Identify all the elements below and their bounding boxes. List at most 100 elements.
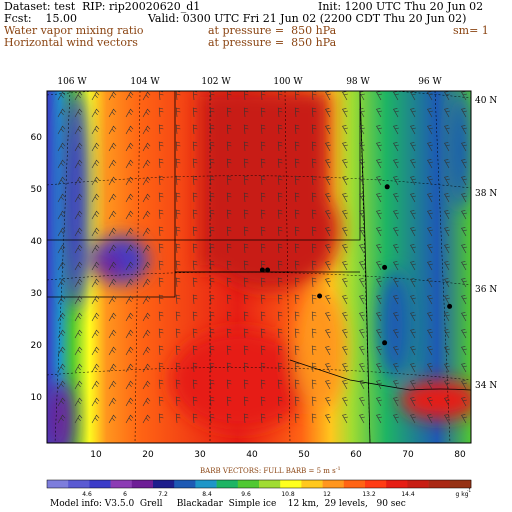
- city-marker: [382, 340, 388, 346]
- scale-swatch: [68, 480, 90, 488]
- wind-barb: [311, 209, 317, 220]
- wind-barb: [158, 124, 164, 135]
- wind-barb: [226, 328, 232, 339]
- wind-barb: [125, 363, 134, 373]
- city-markers: [259, 184, 453, 346]
- wind-barb: [311, 91, 317, 101]
- wind-barb: [108, 397, 117, 407]
- wind-barb: [359, 244, 365, 254]
- wind-barb: [260, 91, 266, 101]
- wind-barb: [444, 261, 450, 271]
- wind-barb: [142, 227, 151, 237]
- wind-barb: [260, 294, 266, 305]
- wind-barb: [444, 227, 450, 237]
- wind-barb: [342, 176, 348, 186]
- wind-barb: [294, 277, 300, 288]
- wind-barb: [376, 261, 382, 271]
- wind-barb: [277, 124, 283, 135]
- wind-barb: [142, 397, 151, 407]
- wind-barb: [427, 312, 433, 322]
- wind-barb: [158, 91, 164, 101]
- wind-barb: [376, 176, 382, 186]
- wind-barb: [57, 312, 66, 322]
- scale-swatch: [301, 480, 323, 488]
- wind-barb: [427, 142, 433, 152]
- wind-barb: [125, 142, 134, 152]
- wind-barb: [260, 379, 266, 390]
- wind-barb: [294, 311, 300, 322]
- wind-barb: [91, 244, 100, 254]
- wind-barb: [393, 244, 399, 254]
- wind-barb: [311, 226, 317, 237]
- wind-barb: [359, 346, 365, 356]
- wind-barb: [294, 91, 300, 101]
- wind-barb: [342, 244, 348, 254]
- scale-swatch: [280, 480, 302, 488]
- wind-barb: [461, 91, 467, 101]
- wind-barb: [243, 158, 249, 169]
- wind-barb: [461, 125, 467, 135]
- wind-barb: [142, 414, 151, 424]
- wind-barb: [209, 345, 215, 356]
- wind-barb: [359, 193, 365, 203]
- wind-barb: [226, 209, 232, 220]
- wind-barb: [427, 244, 433, 254]
- wind-barb: [192, 141, 198, 152]
- wind-barb: [376, 380, 382, 390]
- wind-barb: [243, 362, 249, 373]
- wind-barb: [243, 345, 249, 356]
- wind-barb: [243, 311, 249, 322]
- wind-barb: [311, 192, 317, 203]
- wind-barb: [277, 226, 283, 237]
- wind-barb: [74, 244, 83, 254]
- wind-barb: [243, 175, 249, 186]
- wind-barb: [427, 227, 433, 237]
- wind-barb: [125, 312, 134, 322]
- wind-barb: [192, 328, 198, 339]
- scale-label: g kg: [456, 491, 469, 498]
- wind-barb: [125, 380, 134, 390]
- wind-barb: [376, 414, 382, 424]
- wind-barb: [192, 192, 198, 203]
- wind-barb: [260, 311, 266, 322]
- wind-barb: [175, 362, 181, 373]
- scale-label: 8.4: [202, 491, 212, 498]
- wind-barb: [376, 227, 382, 237]
- wind-barb: [192, 124, 198, 135]
- wind-barb: [74, 227, 83, 237]
- wind-barb: [175, 413, 181, 424]
- wind-barb: [311, 175, 317, 186]
- barb-unit-superscript: -1: [336, 466, 341, 472]
- scale-swatch: [195, 480, 217, 488]
- wind-barb: [57, 346, 66, 356]
- x-tick-labels: 10 20 30 40 50 60 70 80: [90, 450, 466, 460]
- wind-barb: [260, 362, 266, 373]
- wind-barb: [91, 380, 100, 390]
- wind-barb: [192, 175, 198, 186]
- wind-barb: [226, 413, 232, 424]
- scale-label: 7.2: [158, 491, 168, 498]
- wind-barb: [192, 91, 198, 101]
- wind-barb: [158, 107, 164, 118]
- wind-barb: [158, 260, 164, 271]
- x-tick: 10: [90, 450, 102, 460]
- wind-barb: [359, 176, 365, 186]
- init-label: Init: 1200 UTC Thu 20 Jun 02: [318, 0, 484, 13]
- wind-barb: [74, 397, 83, 407]
- wind-barb: [342, 193, 348, 203]
- wind-barb: [311, 294, 317, 305]
- wind-barb: [376, 108, 382, 118]
- color-scale-bar: [46, 479, 472, 489]
- wind-barb: [444, 312, 450, 322]
- wind-barb: [226, 175, 232, 186]
- wind-barb: [175, 124, 181, 135]
- wind-barb: [108, 142, 117, 152]
- lon-label: 96 W: [418, 77, 442, 87]
- wind-barb: [461, 210, 467, 220]
- wind-barb: [461, 261, 467, 271]
- wind-barb: [359, 397, 365, 407]
- y-tick: 60: [31, 133, 43, 143]
- wind-barb: [142, 142, 151, 152]
- wind-barb: [410, 261, 416, 271]
- x-tick: 40: [246, 450, 258, 460]
